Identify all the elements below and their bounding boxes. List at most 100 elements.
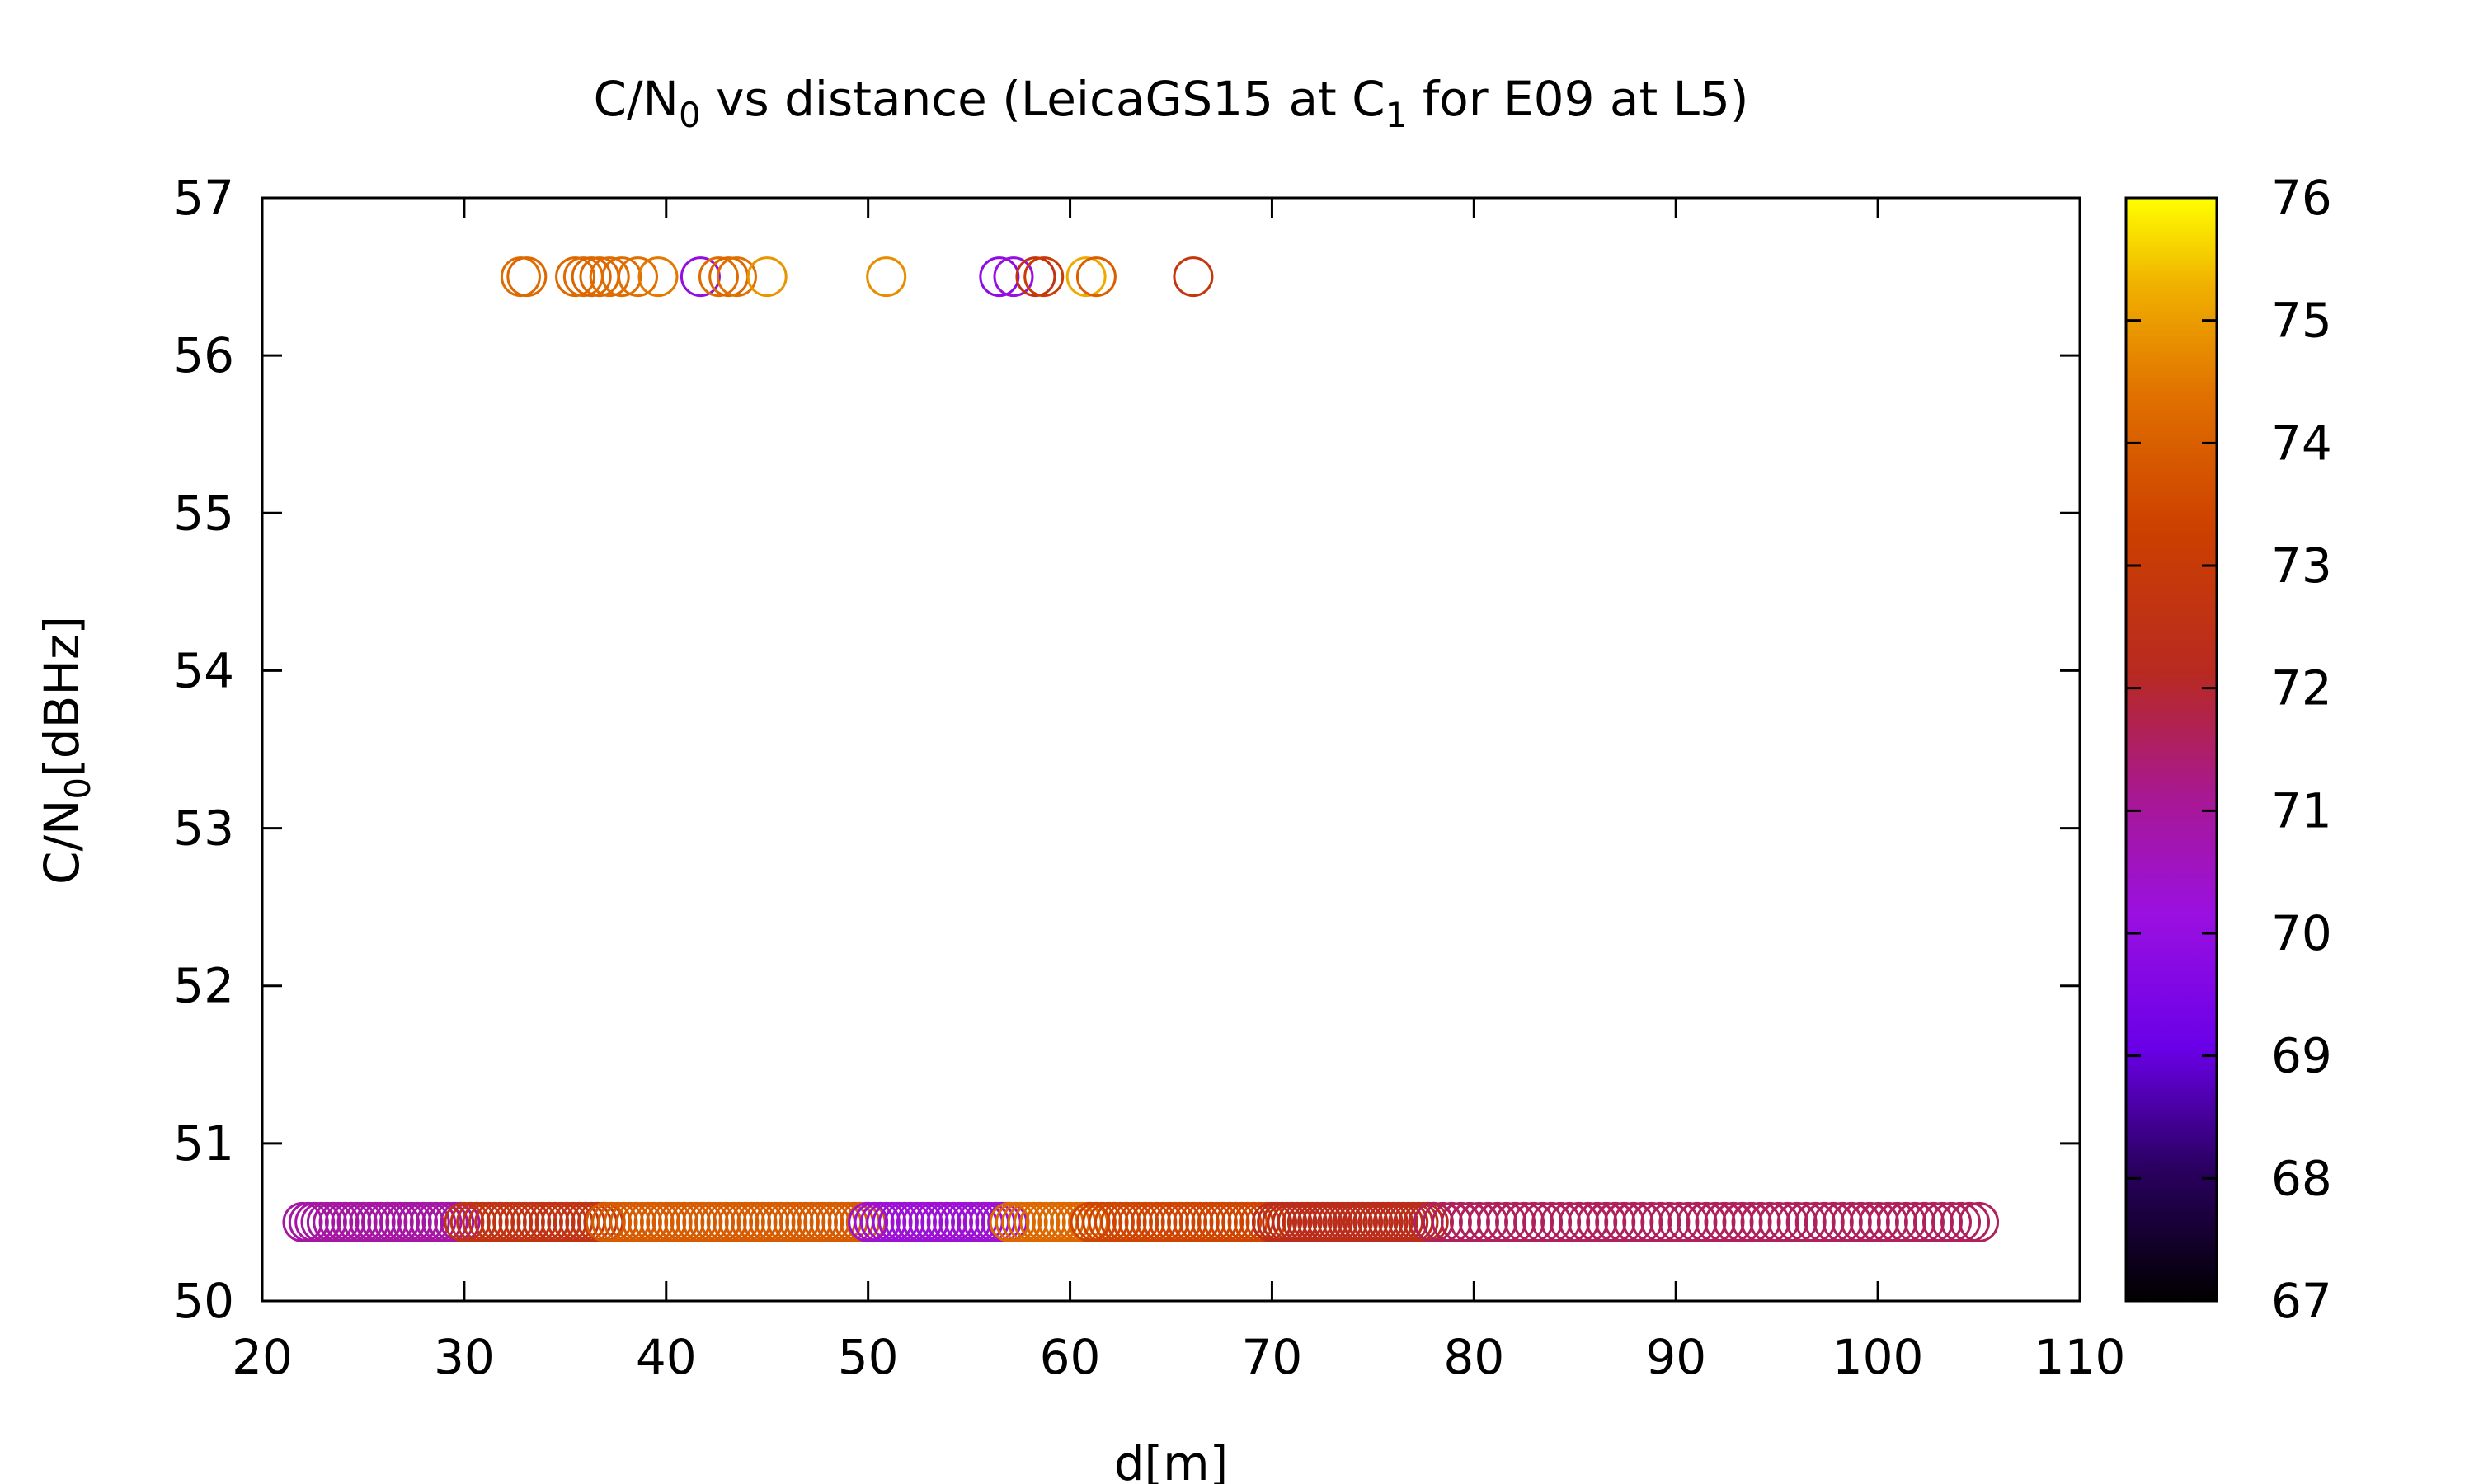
data-point — [589, 256, 630, 298]
data-point — [1677, 1201, 1718, 1242]
data-point — [1522, 1201, 1564, 1242]
data-point — [1513, 1201, 1554, 1242]
x-tick-label: 80 — [1443, 1329, 1504, 1385]
data-point — [1776, 1201, 1818, 1242]
data-point — [1686, 1201, 1727, 1242]
data-point — [1903, 1201, 1945, 1242]
y-tick-label: 57 — [173, 170, 234, 226]
data-point — [1831, 1201, 1872, 1242]
colorbar-tick-label: 72 — [2271, 660, 2332, 716]
data-point — [637, 256, 679, 298]
data-point — [1667, 1201, 1709, 1242]
data-point — [1649, 1201, 1691, 1242]
data-point — [1858, 1201, 1899, 1242]
data-point — [1476, 1201, 1517, 1242]
data-point — [1604, 1201, 1645, 1242]
plot-frame — [261, 196, 2081, 1303]
data-point — [1767, 1201, 1808, 1242]
colorbar-tick-label: 68 — [2271, 1150, 2332, 1206]
data-point — [1559, 1201, 1600, 1242]
x-tick-label: 50 — [838, 1329, 899, 1385]
colorbar-tick-label: 69 — [2271, 1028, 2332, 1084]
colorbar-tick-label: 74 — [2271, 415, 2332, 471]
data-point — [1758, 1201, 1799, 1242]
y-tick-label: 50 — [173, 1273, 234, 1329]
colorbar-tick-label: 76 — [2271, 170, 2332, 226]
x-axis-label: d[m] — [1114, 1435, 1229, 1484]
axis-ticks: 20 30 40 50 60 70 80 90 100 110 50 51 52 53 54 55 56 57 — [173, 170, 2125, 1385]
scatter-points — [282, 256, 2000, 1242]
data-point — [680, 256, 721, 298]
data-point — [1440, 1201, 1481, 1242]
data-point — [1713, 1201, 1754, 1242]
data-point — [1023, 256, 1065, 298]
data-point — [993, 256, 1034, 298]
data-point — [1568, 1201, 1609, 1242]
data-point — [1595, 1201, 1636, 1242]
chart-title: C/N0 vs distance (LeicaGS15 at C1 for E0… — [594, 71, 1749, 135]
data-point — [1015, 256, 1056, 298]
data-point — [1613, 1201, 1654, 1242]
data-point — [1749, 1201, 1790, 1242]
data-point — [1794, 1201, 1836, 1242]
y-axis-label: C/N0[dBHz] — [34, 616, 98, 885]
x-tick-label: 110 — [2034, 1329, 2126, 1385]
data-point — [1173, 256, 1214, 298]
y-tick-label: 56 — [173, 327, 234, 383]
colorbar-tick-label: 67 — [2271, 1273, 2332, 1329]
data-point — [1631, 1201, 1672, 1242]
data-point — [1431, 1201, 1472, 1242]
x-tick-label: 20 — [232, 1329, 293, 1385]
y-tick-label: 54 — [173, 642, 234, 698]
data-point — [1065, 256, 1107, 298]
data-point — [1704, 1201, 1745, 1242]
colorbar-tick-label: 75 — [2271, 293, 2332, 349]
data-point — [1894, 1201, 1935, 1242]
data-point — [601, 256, 642, 298]
y-tick-label: 51 — [173, 1115, 234, 1172]
data-point — [1449, 1201, 1490, 1242]
data-point — [1931, 1201, 1972, 1242]
data-point — [506, 256, 548, 298]
x-tick-label: 90 — [1645, 1329, 1706, 1385]
data-point — [1467, 1201, 1508, 1242]
data-point — [1504, 1201, 1545, 1242]
data-point — [1740, 1201, 1781, 1242]
data-point — [746, 256, 788, 298]
x-tick-label: 40 — [636, 1329, 697, 1385]
y-tick-label: 53 — [173, 801, 234, 857]
data-point — [1840, 1201, 1881, 1242]
data-point — [1550, 1201, 1591, 1242]
data-point — [617, 256, 658, 298]
data-point — [1813, 1201, 1854, 1242]
colorbar-ticks: 67 68 69 70 71 72 73 74 75 76 — [2126, 170, 2332, 1329]
data-point — [1950, 1201, 1991, 1242]
data-point — [1422, 1201, 1463, 1242]
y-tick-label: 52 — [173, 958, 234, 1014]
data-point — [1640, 1201, 1681, 1242]
data-point — [1622, 1201, 1663, 1242]
data-point — [1695, 1201, 1736, 1242]
data-point — [1804, 1201, 1845, 1242]
data-point — [1722, 1201, 1763, 1242]
data-point — [1413, 1201, 1454, 1242]
data-point — [1959, 1201, 2000, 1242]
x-tick-label: 30 — [434, 1329, 495, 1385]
data-point — [1731, 1201, 1772, 1242]
data-point — [698, 256, 739, 298]
data-point — [1921, 1201, 1963, 1242]
y-tick-label: 55 — [173, 485, 234, 541]
data-point — [708, 256, 750, 298]
data-point — [555, 256, 596, 298]
data-point — [979, 256, 1020, 298]
colorbar-tick-label: 73 — [2271, 538, 2332, 594]
data-point — [571, 256, 612, 298]
data-point — [1540, 1201, 1582, 1242]
data-point — [1658, 1201, 1700, 1242]
data-point — [1849, 1201, 1890, 1242]
data-point — [1822, 1201, 1863, 1242]
data-point — [579, 256, 620, 298]
data-point — [1876, 1201, 1917, 1242]
colorbar-tick-label: 70 — [2271, 905, 2332, 961]
data-point — [1586, 1201, 1627, 1242]
